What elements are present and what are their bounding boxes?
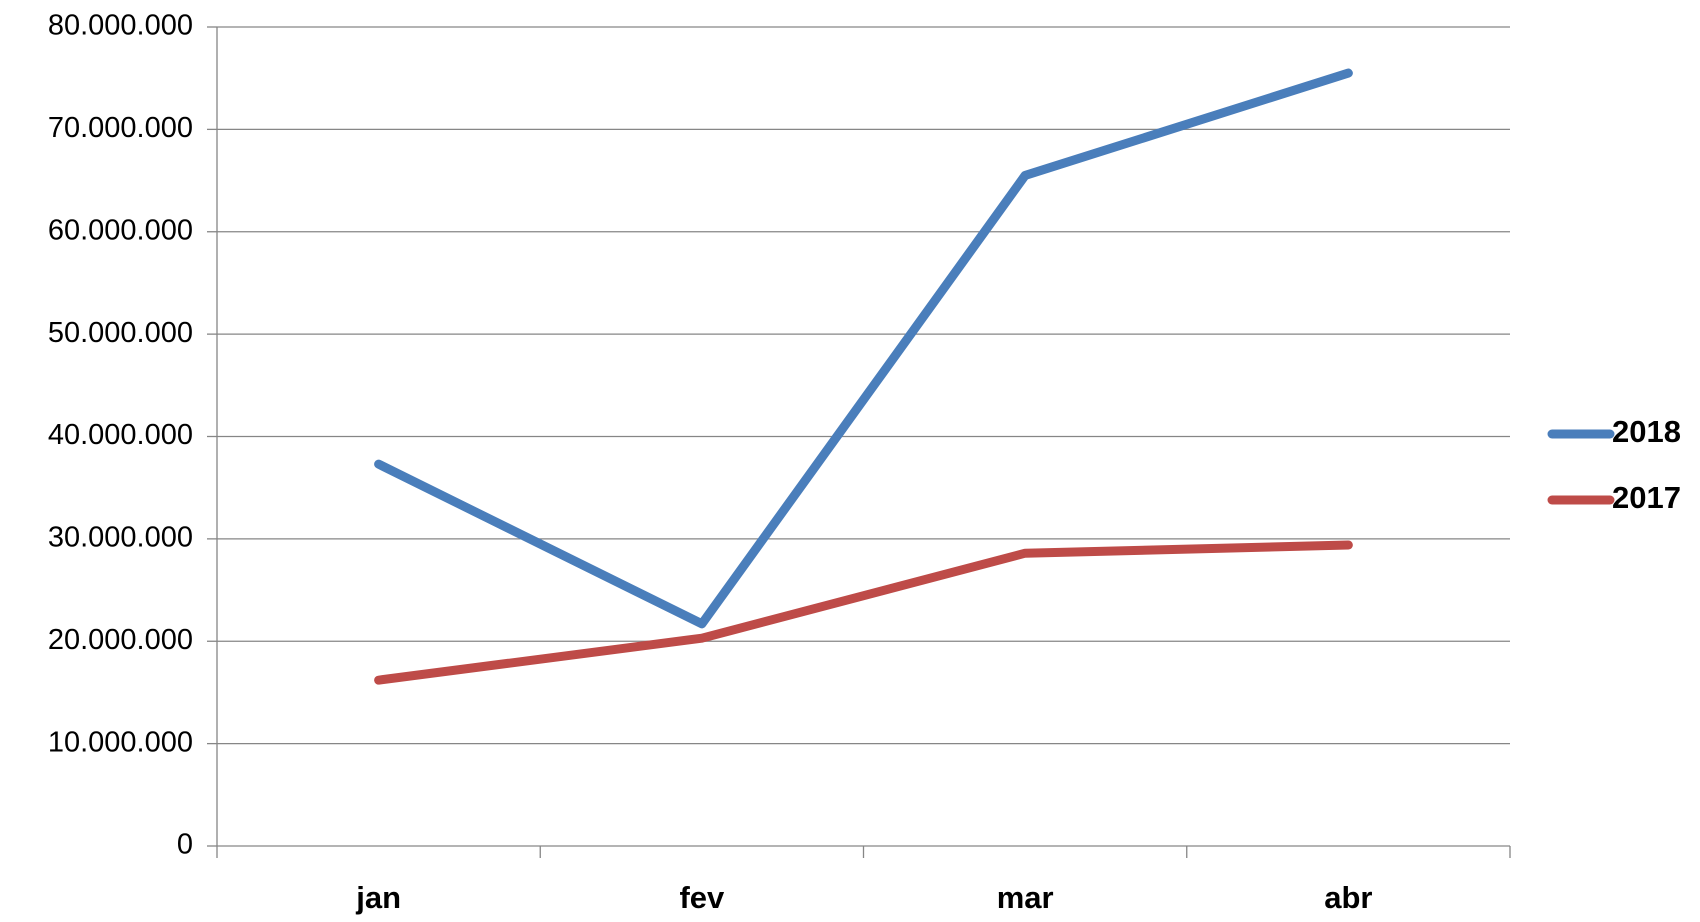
line-series [374,540,1353,685]
legend-label: 2018 [1612,414,1681,449]
legend-label: 2017 [1612,480,1681,515]
y-tick-label: 70.000.000 [48,112,193,144]
y-tick-label: 60.000.000 [48,214,193,246]
y-tick-label: 40.000.000 [48,419,193,451]
y-tick-label: 80.000.000 [48,10,193,42]
line-series [374,68,1353,629]
x-tick-label: mar [997,880,1054,915]
y-tick-label: 10.000.000 [48,726,193,758]
x-tick-label: fev [679,880,725,915]
x-tick-label: jan [355,880,401,915]
y-tick-label: 20.000.000 [48,624,193,656]
y-tick-label: 30.000.000 [48,522,193,554]
y-tick-label: 50.000.000 [48,317,193,349]
x-tick-label: abr [1324,880,1372,915]
y-tick-label: 0 [177,829,193,861]
